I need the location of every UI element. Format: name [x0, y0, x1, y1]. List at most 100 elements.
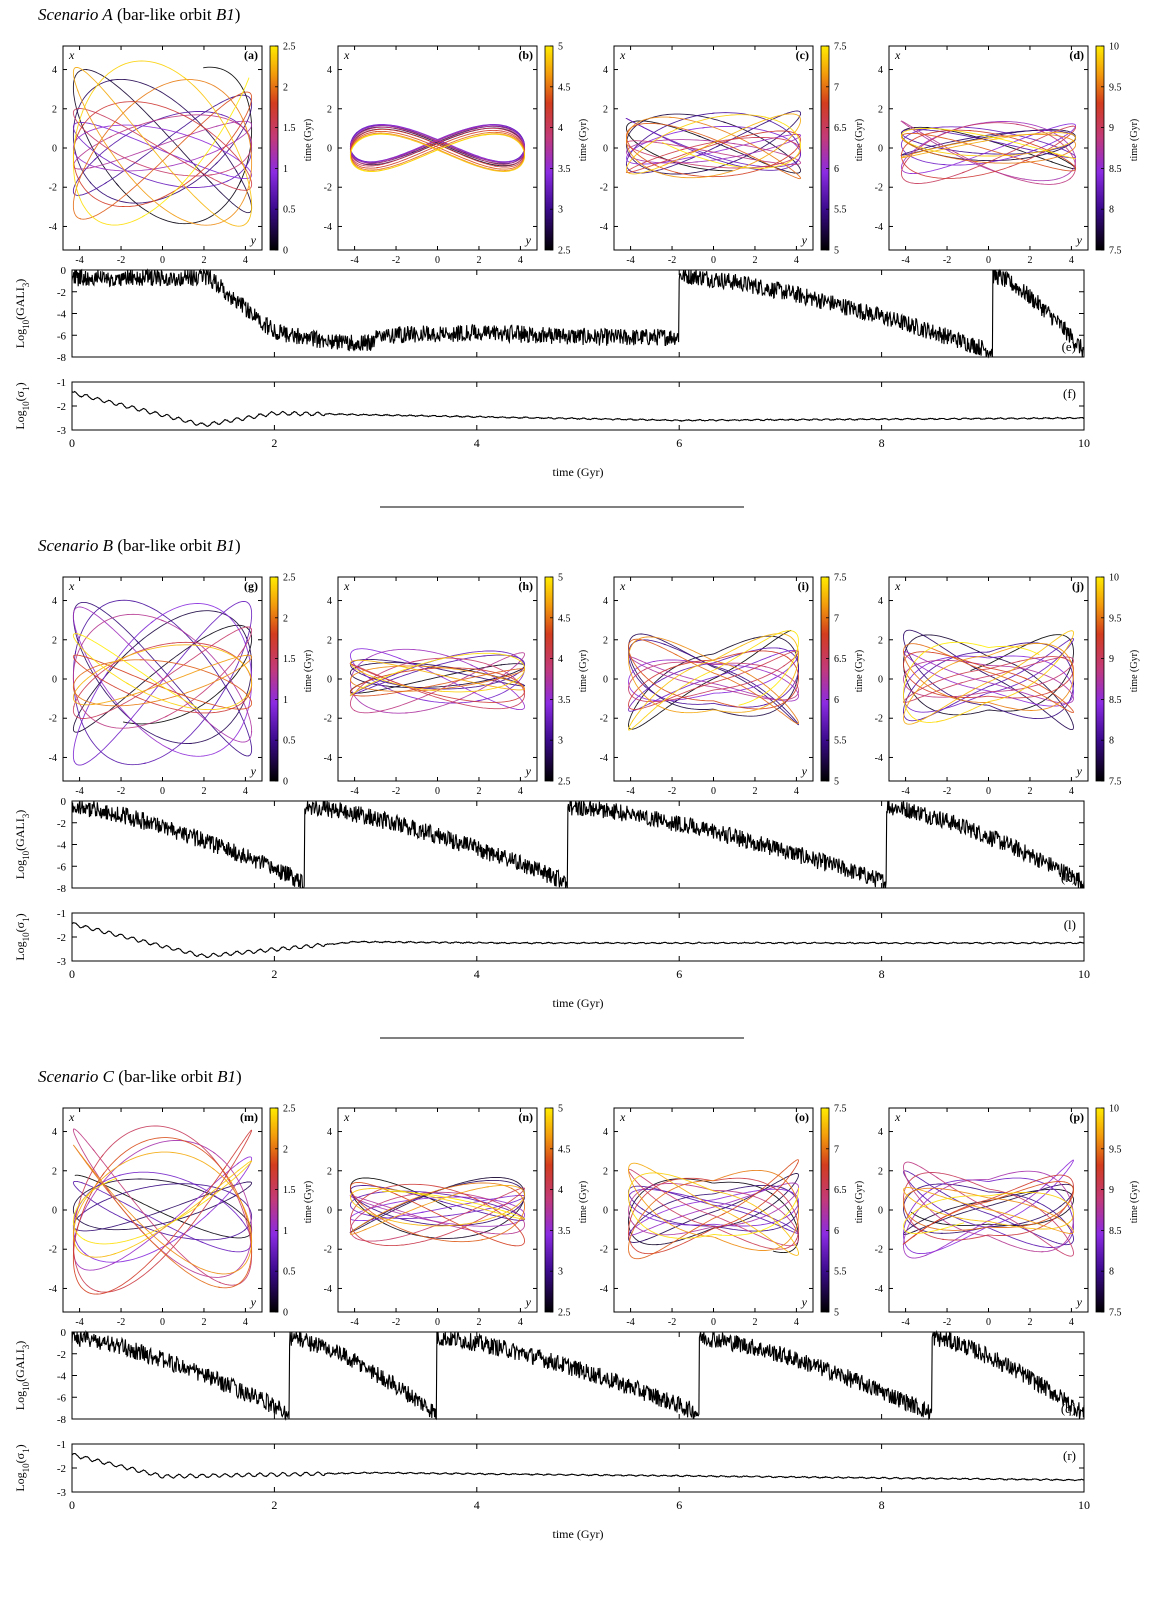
orbit-path-segment	[725, 133, 802, 150]
orbit-path-segment	[178, 693, 253, 710]
orbit-path-segment	[712, 1204, 799, 1256]
y-tick-label: 2	[878, 1166, 883, 1177]
orbit-path-segment	[626, 118, 722, 159]
time-tick-label: 10	[1078, 436, 1090, 450]
orbit-path-segment	[900, 161, 965, 184]
orbit-path-segment	[1042, 1187, 1074, 1248]
orbit-path-segment	[439, 666, 526, 693]
orbit-path-segment	[432, 666, 526, 689]
orbit-path-segment	[480, 1187, 526, 1241]
orbit-path-segment	[708, 152, 802, 171]
colorbar-tick-label: 1	[283, 695, 288, 706]
orbit-path-segment	[72, 123, 125, 208]
gali-y-tick-label: -6	[57, 1392, 67, 1404]
orbit-path-segment	[1040, 130, 1077, 153]
orbit-path-segment	[648, 655, 772, 705]
colorbar-label: time (Gyr)	[1129, 119, 1140, 162]
orbit-path-segment	[104, 142, 233, 172]
orbit-path-segment	[364, 1186, 489, 1231]
orbit-path-segment	[903, 1187, 963, 1220]
y-tick-label: 0	[603, 675, 608, 686]
orbit-trajectory	[349, 648, 526, 714]
x-tick-label: 4	[243, 255, 248, 266]
orbit-path-segment	[936, 659, 1059, 723]
sigma-y-label-part: 1	[21, 1448, 31, 1453]
x-tick-label: -4	[350, 1317, 358, 1328]
orbit-path-segment	[72, 79, 113, 184]
orbit-path-segment	[94, 124, 224, 152]
orbit-path-segment	[72, 1193, 116, 1258]
orbit-path-segment	[92, 1148, 222, 1284]
y-tick-label: -4	[600, 222, 608, 233]
orbit-path-segment	[708, 1188, 799, 1254]
colorbar-tick-label: 5	[834, 1308, 839, 1319]
gali-y-label-part: 10	[21, 850, 31, 860]
orbit-path-segment	[115, 121, 241, 191]
y-tick-label: -4	[875, 753, 883, 764]
orbit-path-segment	[386, 125, 512, 162]
x-tick-label: 4	[1069, 1317, 1074, 1328]
y-tick-label: -2	[49, 183, 57, 194]
orbit-path-segment	[1001, 153, 1077, 172]
x-tick-label: 4	[518, 786, 523, 797]
gali-y-tick-label: -6	[57, 861, 67, 873]
y-tick-label: 4	[878, 65, 883, 76]
orbit-path-segment	[123, 661, 245, 725]
orbit-path-segment	[72, 121, 102, 158]
orbit-path-segment	[921, 129, 1049, 152]
y-tick-label: 0	[52, 675, 57, 686]
orbit-path-segment	[401, 1194, 519, 1246]
orbit-path-segment	[350, 1206, 451, 1219]
scenario-name: Scenario B	[38, 536, 114, 555]
orbit-path-segment	[641, 1208, 763, 1232]
orbit-path-segment	[72, 1178, 142, 1219]
y-tick-label: 0	[603, 1206, 608, 1217]
orbit-path-segment	[160, 619, 253, 733]
y-tick-label: -2	[324, 183, 332, 194]
x-tick-label: 4	[794, 1317, 799, 1328]
scenario-desc: (bar-like orbit	[113, 5, 216, 24]
orbit-path-segment	[635, 1191, 751, 1228]
x-tick-label: 2	[476, 1317, 481, 1328]
orbit-path-segment	[73, 642, 175, 708]
orbit-trajectory	[72, 599, 253, 766]
orbit-path-segment	[72, 1177, 118, 1241]
gali-y-label-part: )	[13, 279, 27, 283]
orbit-path-segment	[657, 647, 781, 683]
panel-tag: (l)	[1064, 917, 1076, 932]
orbit-path-segment	[90, 125, 219, 169]
orbit-path-segment	[153, 626, 252, 686]
y-tick-label: 0	[327, 144, 332, 155]
axis-corner-label: y	[1076, 1295, 1083, 1309]
y-tick-label: 4	[603, 596, 608, 607]
time-tick-label: 10	[1078, 1498, 1090, 1512]
orbit-path-segment	[349, 1183, 430, 1238]
y-tick-label: 2	[52, 1166, 57, 1177]
orbit-path-segment	[414, 1216, 523, 1227]
time-tick-label: 0	[69, 1498, 75, 1512]
x-tick-label: 0	[986, 255, 991, 266]
colorbar	[544, 1107, 554, 1313]
sigma-y-label-part: (σ	[13, 1452, 27, 1463]
orbit-path-segment	[187, 1181, 253, 1217]
scenario-title: Scenario A (bar-like orbit B1)	[38, 5, 240, 24]
orbit-path-segment	[79, 125, 201, 220]
orbit-path-segment	[200, 1218, 253, 1253]
colorbar-tick-label: 0.5	[283, 1267, 296, 1278]
orbit-path-segment	[72, 654, 150, 703]
gali-y-tick-label: 0	[61, 1327, 67, 1339]
x-tick-label: 2	[1027, 255, 1032, 266]
orbit-path-segment	[136, 640, 250, 757]
colorbar-tick-label: 9.5	[1109, 82, 1122, 93]
orbit-path-segment	[625, 116, 672, 164]
colorbar-tick-label: 2.5	[283, 1104, 296, 1115]
x-tick-label: -2	[392, 255, 400, 266]
y-tick-label: -4	[324, 222, 332, 233]
orbit-path-segment	[394, 1193, 516, 1247]
y-tick-label: 4	[52, 1127, 57, 1138]
orbit-path-segment	[681, 137, 797, 151]
orbit-path-segment	[349, 133, 389, 172]
y-tick-label: 4	[52, 65, 57, 76]
orbit-path-segment	[634, 122, 755, 159]
x-tick-label: 0	[435, 786, 440, 797]
